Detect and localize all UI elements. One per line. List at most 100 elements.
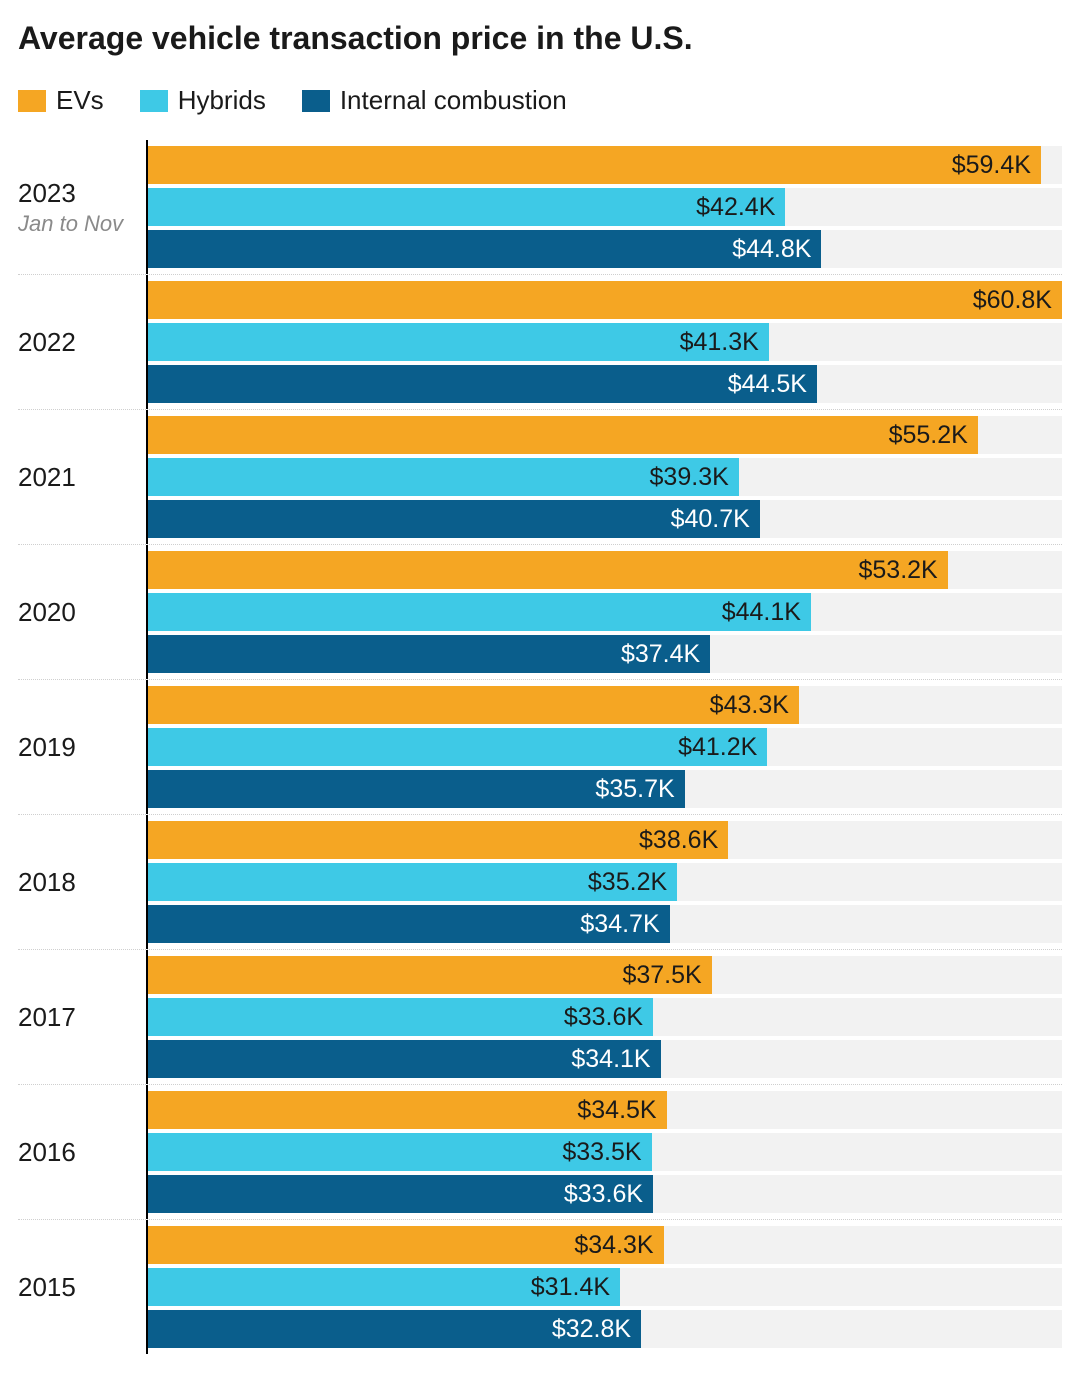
bar-ice: $35.7K xyxy=(148,770,685,808)
bar-hybrids: $31.4K xyxy=(148,1268,620,1306)
bar-evs: $34.3K xyxy=(148,1226,664,1264)
year-value: 2019 xyxy=(18,732,136,763)
year-value: 2022 xyxy=(18,327,136,358)
bar-stack: $34.5K $33.5K $33.6K xyxy=(146,1085,1062,1219)
year-group: 2021 $55.2K $39.3K $40.7K xyxy=(18,410,1062,545)
bar-track: $33.5K xyxy=(148,1133,1062,1171)
bar-track: $44.1K xyxy=(148,593,1062,631)
bar-stack: $55.2K $39.3K $40.7K xyxy=(146,410,1062,544)
legend-swatch-ice xyxy=(302,90,330,112)
bar-evs: $43.3K xyxy=(148,686,799,724)
bar-track: $31.4K xyxy=(148,1268,1062,1306)
bar-track: $34.7K xyxy=(148,905,1062,943)
bar-track: $37.4K xyxy=(148,635,1062,673)
bar-track: $38.6K xyxy=(148,821,1062,859)
bar-hybrids: $41.2K xyxy=(148,728,767,766)
bar-track: $44.8K xyxy=(148,230,1062,268)
bar-hybrids: $42.4K xyxy=(148,188,785,226)
legend-swatch-evs xyxy=(18,90,46,112)
bar-track: $35.2K xyxy=(148,863,1062,901)
year-label: 2022 xyxy=(18,275,146,409)
bar-stack: $34.3K $31.4K $32.8K xyxy=(146,1220,1062,1354)
year-label: 2018 xyxy=(18,815,146,949)
bar-track: $34.3K xyxy=(148,1226,1062,1264)
year-value: 2016 xyxy=(18,1137,136,1168)
year-label: 2020 xyxy=(18,545,146,679)
year-group: 2017 $37.5K $33.6K $34.1K xyxy=(18,950,1062,1085)
legend-swatch-hybrids xyxy=(140,90,168,112)
bar-evs: $37.5K xyxy=(148,956,712,994)
bar-ice: $44.5K xyxy=(148,365,817,403)
legend-label-hybrids: Hybrids xyxy=(178,85,266,116)
bar-stack: $60.8K $41.3K $44.5K xyxy=(146,275,1062,409)
bar-track: $60.8K xyxy=(148,281,1062,319)
year-value: 2018 xyxy=(18,867,136,898)
bar-ice: $32.8K xyxy=(148,1310,641,1348)
bar-track: $40.7K xyxy=(148,500,1062,538)
bar-track: $53.2K xyxy=(148,551,1062,589)
bar-stack: $37.5K $33.6K $34.1K xyxy=(146,950,1062,1084)
bar-ice: $37.4K xyxy=(148,635,710,673)
chart-area: 2023Jan to Nov$59.4K$42.4K$44.8K2022$60.… xyxy=(18,140,1062,1354)
year-group: 2019 $43.3K $41.2K $35.7K xyxy=(18,680,1062,815)
bar-stack: $59.4K $42.4K $44.8K xyxy=(146,140,1062,274)
bar-track: $34.5K xyxy=(148,1091,1062,1129)
year-group: 2016 $34.5K $33.5K $33.6K xyxy=(18,1085,1062,1220)
bar-track: $37.5K xyxy=(148,956,1062,994)
year-value: 2021 xyxy=(18,462,136,493)
bar-stack: $53.2K $44.1K $37.4K xyxy=(146,545,1062,679)
legend-item-evs: EVs xyxy=(18,85,104,116)
year-group: 2023Jan to Nov$59.4K$42.4K$44.8K xyxy=(18,140,1062,275)
bar-track: $43.3K xyxy=(148,686,1062,724)
bar-track: $55.2K xyxy=(148,416,1062,454)
year-label: 2023Jan to Nov xyxy=(18,140,146,274)
bar-hybrids: $33.5K xyxy=(148,1133,652,1171)
bar-track: $35.7K xyxy=(148,770,1062,808)
year-group: 2015 $34.3K $31.4K $32.8K xyxy=(18,1220,1062,1354)
bar-hybrids: $35.2K xyxy=(148,863,677,901)
bar-evs: $55.2K xyxy=(148,416,978,454)
year-value: 2020 xyxy=(18,597,136,628)
bar-ice: $40.7K xyxy=(148,500,760,538)
year-sublabel: Jan to Nov xyxy=(18,211,136,237)
year-group: 2018 $38.6K $35.2K $34.7K xyxy=(18,815,1062,950)
bar-evs: $60.8K xyxy=(148,281,1062,319)
bar-track: $44.5K xyxy=(148,365,1062,403)
bar-evs: $53.2K xyxy=(148,551,948,589)
bar-hybrids: $39.3K xyxy=(148,458,739,496)
bar-track: $33.6K xyxy=(148,998,1062,1036)
year-label: 2016 xyxy=(18,1085,146,1219)
legend-item-hybrids: Hybrids xyxy=(140,85,266,116)
bar-stack: $38.6K $35.2K $34.7K xyxy=(146,815,1062,949)
bar-track: $42.4K xyxy=(148,188,1062,226)
year-group: 2020 $53.2K $44.1K $37.4K xyxy=(18,545,1062,680)
bar-hybrids: $41.3K xyxy=(148,323,769,361)
year-label: 2019 xyxy=(18,680,146,814)
bar-ice: $44.8K xyxy=(148,230,821,268)
bar-track: $33.6K xyxy=(148,1175,1062,1213)
bar-evs: $38.6K xyxy=(148,821,728,859)
year-value: 2017 xyxy=(18,1002,136,1033)
bar-track: $32.8K xyxy=(148,1310,1062,1348)
bar-stack: $43.3K $41.2K $35.7K xyxy=(146,680,1062,814)
bar-track: $59.4K xyxy=(148,146,1062,184)
year-label: 2021 xyxy=(18,410,146,544)
bar-track: $41.3K xyxy=(148,323,1062,361)
year-value: 2015 xyxy=(18,1272,136,1303)
bar-track: $34.1K xyxy=(148,1040,1062,1078)
bar-evs: $34.5K xyxy=(148,1091,667,1129)
year-label: 2017 xyxy=(18,950,146,1084)
bar-track: $41.2K xyxy=(148,728,1062,766)
chart-title: Average vehicle transaction price in the… xyxy=(18,20,1062,57)
bar-ice: $33.6K xyxy=(148,1175,653,1213)
year-value: 2023 xyxy=(18,178,136,209)
legend-label-evs: EVs xyxy=(56,85,104,116)
bar-hybrids: $33.6K xyxy=(148,998,653,1036)
year-label: 2015 xyxy=(18,1220,146,1354)
legend-label-ice: Internal combustion xyxy=(340,85,567,116)
bar-evs: $59.4K xyxy=(148,146,1041,184)
legend-item-ice: Internal combustion xyxy=(302,85,567,116)
bar-ice: $34.7K xyxy=(148,905,670,943)
bar-track: $39.3K xyxy=(148,458,1062,496)
year-group: 2022 $60.8K $41.3K $44.5K xyxy=(18,275,1062,410)
